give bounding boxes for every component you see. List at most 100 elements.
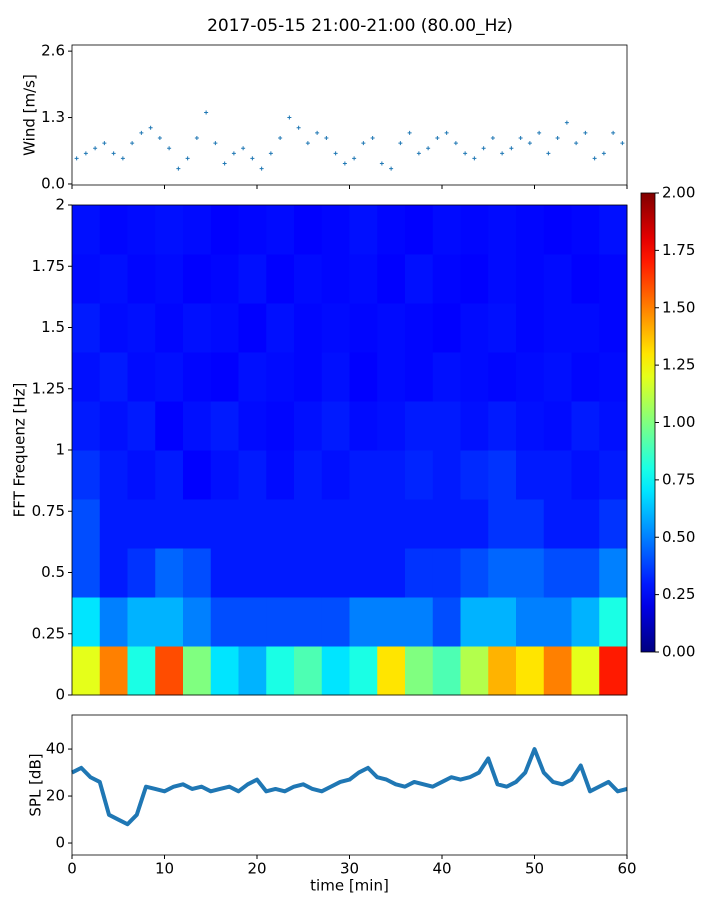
heat-cell bbox=[72, 499, 101, 549]
heat-cell bbox=[183, 548, 212, 598]
y-tick-label: 1.25 bbox=[32, 379, 65, 397]
heat-cell bbox=[432, 450, 461, 500]
heat-cell bbox=[210, 450, 239, 500]
heat-cell bbox=[99, 352, 128, 402]
y-tick-label: 40 bbox=[46, 740, 65, 758]
wind-point bbox=[416, 151, 421, 156]
heat-cell bbox=[571, 499, 600, 549]
heat-cell bbox=[238, 352, 267, 402]
heat-cell bbox=[571, 205, 600, 255]
heat-cell bbox=[543, 450, 572, 500]
heat-cell bbox=[349, 303, 378, 353]
heat-cell bbox=[516, 450, 545, 500]
heat-cell bbox=[516, 205, 545, 255]
heat-cell bbox=[238, 499, 267, 549]
heat-cell bbox=[432, 499, 461, 549]
heat-cell bbox=[571, 450, 600, 500]
wind-point bbox=[389, 166, 394, 171]
heat-cell bbox=[349, 254, 378, 304]
heat-cell bbox=[266, 303, 295, 353]
wind-point bbox=[130, 141, 135, 146]
heat-cell bbox=[432, 254, 461, 304]
heat-cell bbox=[460, 499, 489, 549]
wind-point bbox=[102, 141, 107, 146]
y-tick-label: 0 bbox=[55, 686, 65, 704]
heat-cell bbox=[543, 401, 572, 451]
heat-cell bbox=[488, 254, 517, 304]
x-tick-label: 20 bbox=[247, 860, 266, 878]
x-tick-label: 40 bbox=[432, 860, 451, 878]
heat-cell bbox=[349, 401, 378, 451]
heat-cell bbox=[488, 499, 517, 549]
colorbar-tick-label: 1.00 bbox=[662, 413, 695, 431]
x-tick-label: 60 bbox=[617, 860, 636, 878]
heat-cell bbox=[294, 401, 323, 451]
heat-cell bbox=[460, 548, 489, 598]
heat-cell bbox=[571, 303, 600, 353]
wind-point bbox=[315, 130, 320, 135]
colorbar-tick-label: 0.50 bbox=[662, 528, 695, 546]
wind-point bbox=[472, 156, 477, 161]
y-tick-label: 0.0 bbox=[41, 174, 65, 192]
heat-cell bbox=[460, 254, 489, 304]
wind-point bbox=[111, 151, 116, 156]
heat-cell bbox=[543, 548, 572, 598]
heat-cell bbox=[294, 499, 323, 549]
y-axis-label: FFT Frequenz [Hz] bbox=[11, 383, 29, 518]
heat-cell bbox=[99, 450, 128, 500]
heat-cell bbox=[377, 646, 406, 696]
heat-cell bbox=[571, 597, 600, 647]
heat-cell bbox=[321, 401, 350, 451]
y-axis-label: Wind [m/s] bbox=[21, 74, 39, 156]
wind-point bbox=[93, 146, 98, 151]
heat-cell bbox=[266, 499, 295, 549]
heat-cell bbox=[488, 646, 517, 696]
y-tick-label: 2 bbox=[55, 196, 65, 214]
heat-cell bbox=[405, 401, 434, 451]
heat-cell bbox=[571, 352, 600, 402]
heat-cell bbox=[183, 597, 212, 647]
heat-cell bbox=[155, 401, 184, 451]
wind-point bbox=[611, 130, 616, 135]
heat-cell bbox=[99, 401, 128, 451]
wind-point bbox=[157, 135, 162, 140]
heat-cell bbox=[72, 597, 101, 647]
heat-cell bbox=[238, 646, 267, 696]
y-tick-label: 1.3 bbox=[41, 108, 65, 126]
heat-cell bbox=[349, 352, 378, 402]
wind-point bbox=[601, 151, 606, 156]
heat-cell bbox=[127, 548, 156, 598]
wind-point bbox=[287, 115, 292, 120]
heat-cell bbox=[321, 450, 350, 500]
heat-cell bbox=[432, 352, 461, 402]
wind-point bbox=[278, 135, 283, 140]
wind-point bbox=[444, 130, 449, 135]
colorbar-tick-label: 0.75 bbox=[662, 470, 695, 488]
heat-cell bbox=[294, 303, 323, 353]
heat-cell bbox=[155, 646, 184, 696]
heat-cell bbox=[266, 205, 295, 255]
heat-cell bbox=[321, 254, 350, 304]
heat-cell bbox=[321, 646, 350, 696]
heat-cell bbox=[127, 401, 156, 451]
heat-cell bbox=[321, 303, 350, 353]
heat-cell bbox=[72, 646, 101, 696]
chart-title: 2017-05-15 21:00-21:00 (80.00_Hz) bbox=[207, 16, 513, 36]
wind-point bbox=[305, 141, 310, 146]
wind-point bbox=[379, 161, 384, 166]
wind-point bbox=[592, 156, 597, 161]
heat-cell bbox=[183, 450, 212, 500]
heat-cell bbox=[72, 205, 101, 255]
heat-cell bbox=[460, 646, 489, 696]
heat-cell bbox=[72, 450, 101, 500]
heat-cell bbox=[377, 597, 406, 647]
heat-cell bbox=[210, 254, 239, 304]
heat-cell bbox=[155, 205, 184, 255]
wind-point bbox=[453, 141, 458, 146]
heat-cell bbox=[210, 548, 239, 598]
heat-cell bbox=[543, 205, 572, 255]
heat-cell bbox=[571, 646, 600, 696]
heat-cell bbox=[99, 597, 128, 647]
heat-cell bbox=[599, 499, 628, 549]
heat-cell bbox=[294, 254, 323, 304]
